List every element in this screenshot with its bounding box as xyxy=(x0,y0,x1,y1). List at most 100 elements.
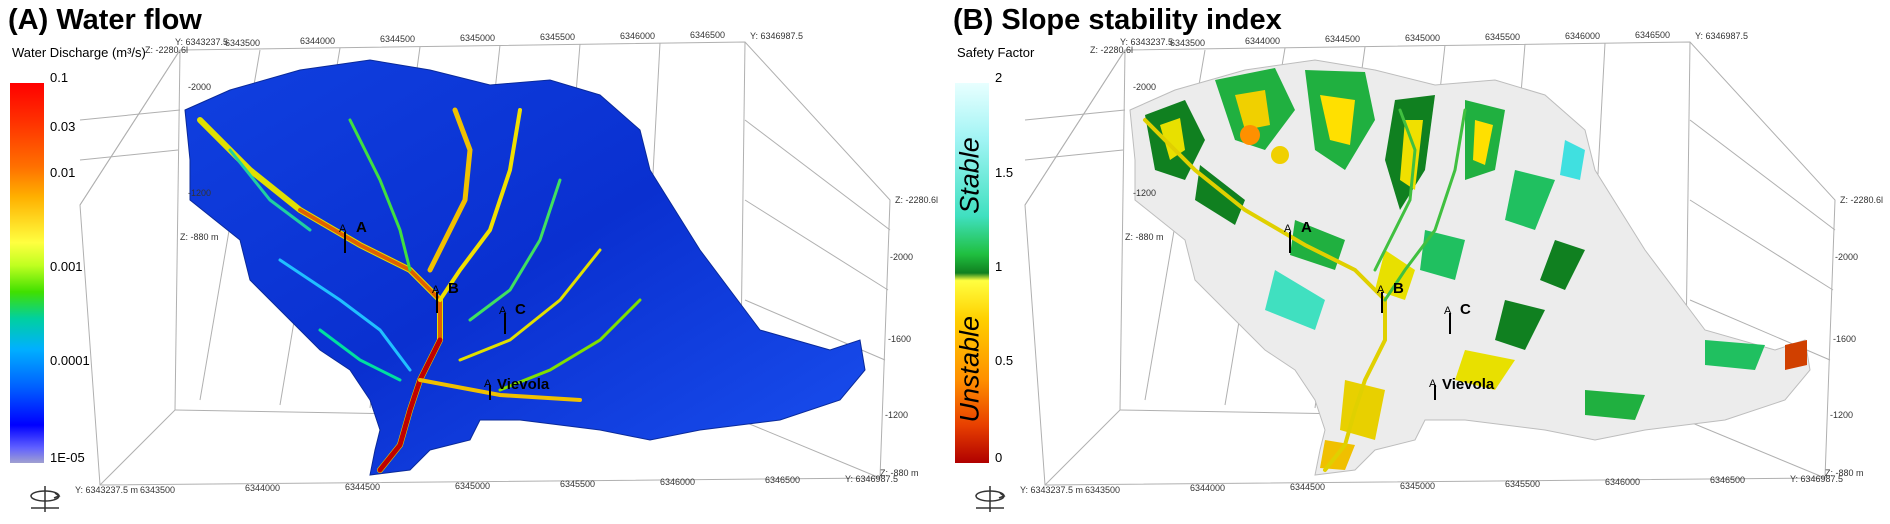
tick-label: 0.03 xyxy=(50,119,76,134)
svg-text:Z: -880 m: Z: -880 m xyxy=(1125,232,1164,242)
z-left-labels: Z: -2280.6l -2000 -1200 Z: -880 m xyxy=(1090,45,1164,242)
svg-text:Z: -2280.6l: Z: -2280.6l xyxy=(1840,195,1883,205)
svg-text:Y: 6343237.5: Y: 6343237.5 xyxy=(175,37,228,47)
svg-text:A: A xyxy=(1444,305,1452,317)
tick-label: 1 xyxy=(995,259,1003,274)
svg-text:6345000: 6345000 xyxy=(460,33,495,43)
svg-text:Y: 6346987.5: Y: 6346987.5 xyxy=(1695,31,1748,41)
svg-text:6346000: 6346000 xyxy=(1565,31,1600,41)
svg-text:6346500: 6346500 xyxy=(1635,30,1670,40)
svg-text:6346000: 6346000 xyxy=(660,477,695,487)
point-label-vievola: Vievola xyxy=(1442,376,1495,393)
rotate-view-icon[interactable] xyxy=(970,484,1010,514)
stream-network xyxy=(1143,108,1467,472)
svg-text:6343500: 6343500 xyxy=(1170,38,1205,48)
svg-text:6343500: 6343500 xyxy=(225,38,260,48)
svg-text:Z: -2280.6l: Z: -2280.6l xyxy=(1090,45,1133,55)
svg-text:-1200: -1200 xyxy=(188,188,211,198)
panel-slope-stability: (B) Slope stability index Safety Factor … xyxy=(945,0,1890,524)
svg-text:Y: 6343237.5 m: Y: 6343237.5 m xyxy=(1020,485,1083,495)
svg-text:6345000: 6345000 xyxy=(1400,481,1435,491)
svg-text:6345500: 6345500 xyxy=(560,479,595,489)
svg-text:6344000: 6344000 xyxy=(245,483,280,493)
tick-label: 0 xyxy=(995,450,1003,465)
terrain-surface xyxy=(1129,59,1811,476)
svg-text:Y: 6343237.5: Y: 6343237.5 xyxy=(1120,37,1173,47)
svg-text:-1600: -1600 xyxy=(1833,334,1856,344)
stream-network xyxy=(197,107,642,473)
tick-label: 0.0001 xyxy=(50,353,90,368)
svg-text:Z: -880 m: Z: -880 m xyxy=(180,232,219,242)
svg-text:-2000: -2000 xyxy=(890,252,913,262)
rotate-view-icon[interactable] xyxy=(25,484,65,514)
svg-text:-2000: -2000 xyxy=(188,82,211,92)
point-label-b: B xyxy=(448,280,459,297)
tick-label: 1.5 xyxy=(995,165,1014,180)
bottom-axis-labels: Y: 6343237.5 m 6343500 6344000 6344500 6… xyxy=(1020,474,1843,495)
svg-text:6344500: 6344500 xyxy=(380,34,415,44)
point-markers xyxy=(1289,232,1451,400)
3d-terrain-view: A A A B A C A Vievola Y: 6343237.5 63435… xyxy=(75,30,938,495)
water-discharge-colorbar xyxy=(10,83,44,463)
svg-text:A: A xyxy=(484,378,492,390)
svg-text:A: A xyxy=(432,284,440,296)
svg-text:-1200: -1200 xyxy=(1133,188,1156,198)
panel-title: (A) Water flow xyxy=(8,4,202,36)
tick-label: 1E-05 xyxy=(50,450,85,465)
stability-patches xyxy=(1145,68,1807,470)
svg-text:A: A xyxy=(1284,223,1292,235)
legend-title: Safety Factor xyxy=(957,45,1035,60)
svg-text:-1200: -1200 xyxy=(885,410,908,420)
point-label-c: C xyxy=(515,301,526,318)
legend-title: Water Discharge (m³/s) xyxy=(12,45,146,60)
top-axis-labels: Y: 6343237.5 6343500 6344000 6344500 634… xyxy=(1120,30,1748,48)
z-left-labels: Z: -2280.6l -2000 -1200 Z: -880 m xyxy=(145,45,219,242)
svg-text:-1200: -1200 xyxy=(1830,410,1853,420)
svg-text:6346500: 6346500 xyxy=(690,30,725,40)
svg-text:Z: -2280.6l: Z: -2280.6l xyxy=(145,45,188,55)
svg-text:6344500: 6344500 xyxy=(1325,34,1360,44)
top-axis-labels: Y: 6343237.5 6343500 6344000 6344500 634… xyxy=(175,30,803,48)
svg-text:A: A xyxy=(1429,378,1437,390)
point-markers xyxy=(344,232,506,400)
svg-text:Z: -880 m: Z: -880 m xyxy=(880,468,919,478)
safety-factor-colorbar xyxy=(955,83,989,463)
z-right-labels: Z: -2280.6l -2000 -1600 -1200 Z: -880 m xyxy=(880,195,938,478)
svg-text:6344000: 6344000 xyxy=(1190,483,1225,493)
panel-title: (B) Slope stability index xyxy=(953,4,1282,36)
svg-text:Z: -880 m: Z: -880 m xyxy=(1825,468,1864,478)
svg-text:A: A xyxy=(339,223,347,235)
svg-text:Y: 6346987.5: Y: 6346987.5 xyxy=(845,474,898,484)
svg-text:-2000: -2000 xyxy=(1133,82,1156,92)
svg-text:6344500: 6344500 xyxy=(1290,482,1325,492)
svg-text:6346500: 6346500 xyxy=(765,475,800,485)
svg-text:6346500: 6346500 xyxy=(1710,475,1745,485)
svg-text:6343500: 6343500 xyxy=(1085,485,1120,495)
svg-text:6345500: 6345500 xyxy=(540,32,575,42)
svg-text:A: A xyxy=(499,305,507,317)
svg-text:6345500: 6345500 xyxy=(1505,479,1540,489)
3d-terrain-view: A A A B A C A Vievola Y: 6343237.5 63435… xyxy=(1020,30,1883,495)
svg-text:6345000: 6345000 xyxy=(1405,33,1440,43)
svg-text:6344000: 6344000 xyxy=(300,36,335,46)
svg-text:-2000: -2000 xyxy=(1835,252,1858,262)
bottom-axis-labels: Y: 6343237.5 m 6343500 6344000 6344500 6… xyxy=(75,474,898,495)
point-label-a: A xyxy=(1301,219,1312,236)
svg-text:6346000: 6346000 xyxy=(620,31,655,41)
svg-text:A: A xyxy=(1377,284,1385,296)
tick-label: 0.5 xyxy=(995,353,1014,368)
svg-text:6346000: 6346000 xyxy=(1605,477,1640,487)
point-label-b: B xyxy=(1393,280,1404,297)
tick-label: 0.01 xyxy=(50,165,76,180)
tick-label: 0.1 xyxy=(50,70,69,85)
svg-text:6344000: 6344000 xyxy=(1245,36,1280,46)
svg-text:6344500: 6344500 xyxy=(345,482,380,492)
z-right-labels: Z: -2280.6l -2000 -1600 -1200 Z: -880 m xyxy=(1825,195,1883,478)
point-label-c: C xyxy=(1460,301,1471,318)
panel-water-flow: (A) Water flow Water Discharge (m³/s) 0.… xyxy=(8,4,938,514)
svg-text:Z: -2280.6l: Z: -2280.6l xyxy=(895,195,938,205)
svg-text:Y: 6346987.5: Y: 6346987.5 xyxy=(750,31,803,41)
tick-label: 0.001 xyxy=(50,259,83,274)
svg-text:6345000: 6345000 xyxy=(455,481,490,491)
svg-text:6345500: 6345500 xyxy=(1485,32,1520,42)
